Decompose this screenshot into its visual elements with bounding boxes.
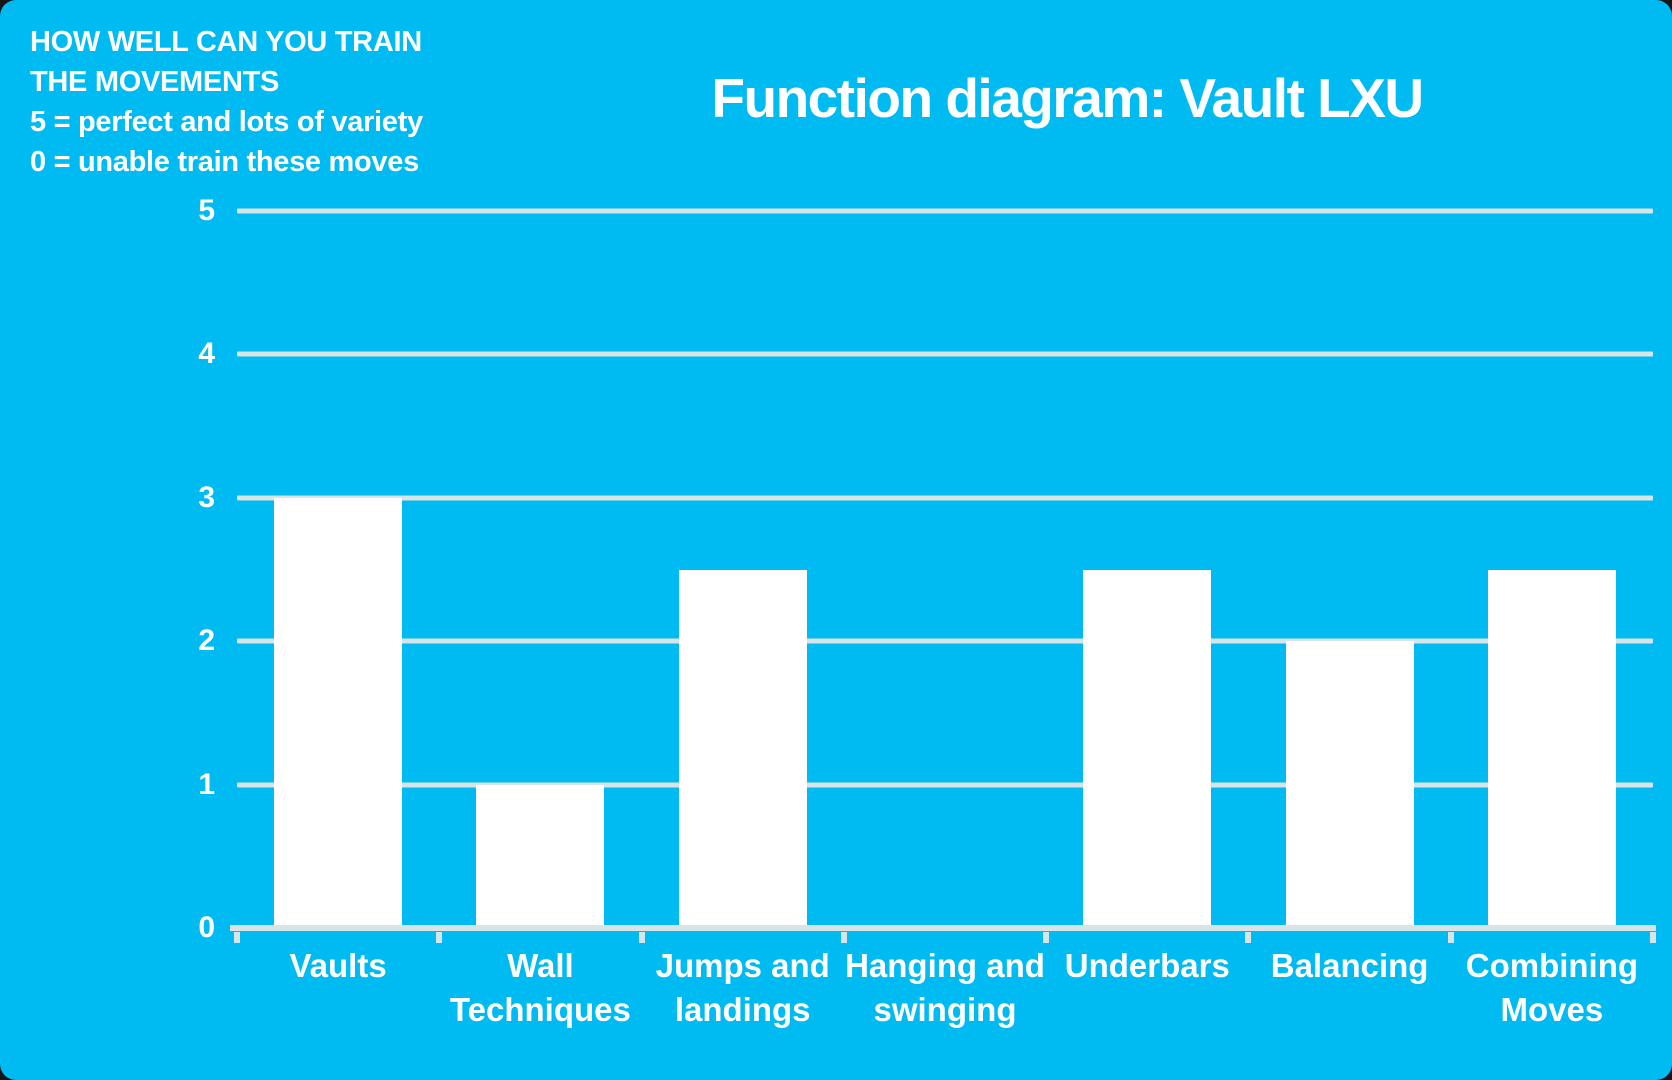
x-axis-label-underbars: Underbars — [1064, 947, 1230, 984]
x-axis-label-hanging-and-swinging: Hanging and swinging — [845, 947, 1045, 1028]
x-axis-tick — [840, 932, 847, 943]
bar-wall-techniques — [476, 784, 605, 928]
x-axis-label-vaults: Vaults — [289, 947, 387, 984]
scale-legend-line-2: THE MOVEMENTS — [30, 66, 280, 98]
bar-balancing — [1285, 641, 1414, 928]
y-axis-label-3: 3 — [198, 480, 215, 514]
plot-area: 5 4 3 2 1 0 Vaults Wall Techniques Jumps… — [198, 196, 1656, 1028]
scale-legend-line-3: 5 = perfect and lots of variety — [30, 106, 423, 138]
x-axis-label-jumps-and-landings: Jumps and landings — [655, 947, 830, 1028]
x-axis-tick — [638, 932, 645, 943]
bar-underbars — [1083, 569, 1212, 928]
gridline-1 — [237, 782, 1653, 788]
x-axis-tick — [436, 932, 443, 943]
x-axis-tick — [1447, 932, 1454, 943]
chart-title: Function diagram: Vault LXU — [711, 67, 1424, 129]
x-axis-tick — [234, 932, 240, 943]
y-axis-label-1: 1 — [198, 767, 215, 801]
x-axis-tick — [1650, 932, 1656, 943]
x-axis-label-wall-techniques: Wall Techniques — [449, 947, 631, 1028]
gridline-2 — [237, 638, 1653, 644]
scale-legend: HOW WELL CAN YOU TRAIN THE MOVEMENTS 5 =… — [30, 22, 423, 182]
y-axis-label-5: 5 — [198, 194, 215, 227]
y-axis-label-0: 0 — [198, 911, 215, 944]
x-axis-label-combining-moves: Combining Moves — [1465, 947, 1639, 1028]
scale-legend-line-1: HOW WELL CAN YOU TRAIN — [30, 26, 422, 58]
bar-vaults — [274, 497, 403, 928]
bar-jumps-and-landings — [678, 569, 807, 928]
gridline-5 — [237, 208, 1653, 214]
scale-legend-line-4: 0 = unable train these moves — [30, 146, 419, 178]
x-axis-tick — [1043, 932, 1050, 943]
gridline-3 — [237, 495, 1653, 501]
y-axis-label-4: 4 — [198, 337, 215, 371]
x-axis-label-balancing: Balancing — [1270, 947, 1429, 984]
y-axis-label-2: 2 — [198, 624, 215, 658]
x-axis-tick — [1245, 932, 1252, 943]
x-axis-line — [230, 925, 1656, 931]
gridline-4 — [237, 351, 1653, 357]
bar-combining-moves — [1487, 569, 1616, 928]
